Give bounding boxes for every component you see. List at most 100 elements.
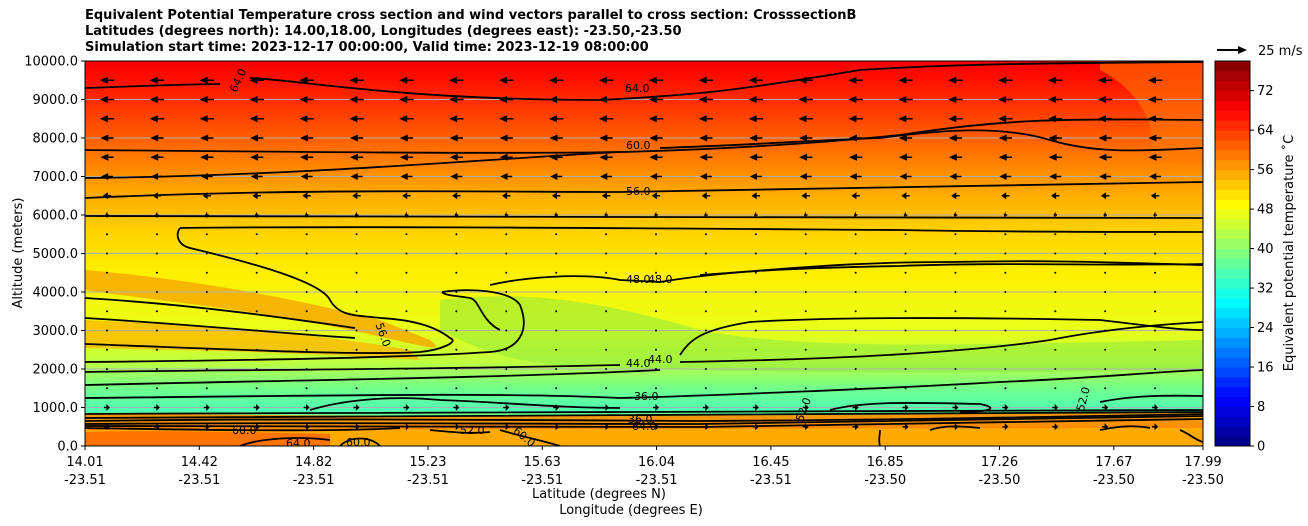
wind-vector (1153, 211, 1157, 219)
wind-vector-head (655, 404, 659, 411)
wind-vector (106, 252, 108, 255)
wind-vector-head (548, 76, 557, 84)
wind-vector (1154, 252, 1157, 255)
wind-vector (399, 134, 414, 142)
warm-dry-patch-left (85, 270, 437, 348)
wind-vector (1154, 348, 1157, 351)
wind-vector (754, 348, 757, 351)
colorbar-segment (1215, 169, 1250, 180)
x-tick-label-lon: -23.50 (1093, 473, 1135, 488)
wind-vector (399, 76, 414, 84)
wind-vector (648, 76, 664, 84)
wind-vector (155, 211, 159, 219)
wind-vector (1048, 115, 1063, 123)
wind-vector-head (100, 134, 109, 142)
wind-vector (205, 233, 208, 236)
wind-vector (205, 348, 208, 351)
wind-vector (403, 423, 410, 431)
quiver-key-label: 25 m/s (1258, 44, 1303, 59)
wind-vectors (99, 76, 1163, 431)
wind-vector (1001, 192, 1010, 200)
wind-vector (904, 271, 907, 274)
wind-vector (149, 115, 165, 123)
wind-vector (354, 211, 359, 219)
wind-vector-head (855, 423, 859, 431)
wind-vector (255, 233, 258, 236)
wind-vector (653, 423, 659, 431)
wind-vector (303, 404, 310, 411)
wind-vector (749, 134, 763, 142)
wind-vector (149, 76, 165, 84)
wind-vector (199, 96, 215, 103)
wind-vector (155, 252, 158, 255)
wind-vector-head (948, 153, 957, 161)
wind-vector-head (699, 153, 708, 161)
wind-vector-head (349, 134, 358, 142)
wind-vector (305, 291, 308, 293)
wind-vector-head (1097, 96, 1106, 103)
wind-vector (555, 310, 558, 313)
wind-vector-head (354, 211, 357, 219)
contour-lines (85, 61, 1203, 446)
wind-vector-head (349, 76, 358, 84)
wind-vector-head (256, 404, 260, 411)
wind-vector-head (299, 76, 308, 84)
wind-vector-head (499, 153, 508, 161)
x-tick-label-lat: 16.85 (867, 455, 904, 470)
wind-vector-head (805, 404, 809, 411)
wind-vector-head (649, 134, 658, 142)
wind-vector (455, 233, 458, 236)
x-tick-label-lon: -23.50 (979, 473, 1021, 488)
wind-vector-head (449, 153, 458, 161)
wind-vector (505, 310, 508, 313)
colorbar-segment (1215, 357, 1250, 368)
wind-vector-head (250, 134, 259, 142)
wind-vector (455, 310, 458, 313)
contour-line (878, 429, 881, 446)
contour-label: 44.0 (626, 357, 651, 370)
wind-vector (1049, 173, 1062, 180)
wind-vector (655, 329, 657, 332)
wind-vector (901, 192, 910, 200)
wind-vector (1150, 192, 1160, 200)
wind-vector-head (648, 115, 657, 123)
wind-vector (1148, 134, 1162, 142)
wind-vector-head (349, 115, 358, 123)
x-tick-label-lat: 17.67 (1095, 455, 1132, 470)
wind-vector (704, 310, 707, 313)
wind-vector-head (101, 173, 109, 180)
wind-vector (1102, 423, 1109, 431)
wind-vector-head (149, 96, 158, 103)
wind-vector (106, 233, 108, 236)
wind-vector (349, 96, 364, 103)
wind-vector-head (300, 153, 308, 161)
wind-vector-head (454, 211, 457, 219)
contour-line (659, 129, 1203, 152)
wind-vector-head (898, 76, 907, 84)
wind-vector (1154, 271, 1157, 274)
wind-vector (355, 271, 358, 274)
contour-line (85, 227, 454, 354)
wind-vector (699, 173, 712, 180)
wind-vector (1154, 233, 1157, 236)
wind-vector-head (455, 404, 460, 411)
wind-vector-head (1148, 134, 1157, 142)
wind-vector (1003, 211, 1008, 219)
contour-line (249, 61, 1203, 101)
wind-vector (605, 310, 608, 313)
wind-vector (155, 387, 158, 390)
wind-vector (203, 404, 210, 411)
wind-vector (854, 348, 857, 351)
wind-vector-head (500, 173, 508, 180)
wind-vector-head (1048, 153, 1057, 161)
wind-vector (104, 423, 110, 431)
wind-vector (99, 96, 115, 103)
wind-vector-head (855, 404, 859, 411)
wind-vector (1147, 76, 1163, 84)
wind-vector (355, 252, 358, 255)
wind-vector-head (206, 404, 210, 411)
wind-vector (904, 348, 907, 351)
wind-vector (399, 115, 414, 123)
wind-vector (601, 192, 611, 200)
wind-vector-head (1053, 211, 1056, 219)
